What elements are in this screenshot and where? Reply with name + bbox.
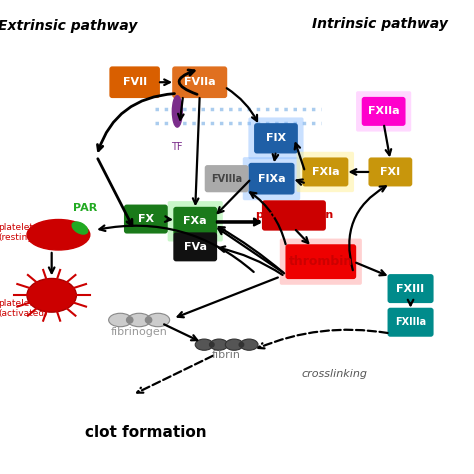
Text: FXIIIa: FXIIIa bbox=[395, 317, 426, 327]
FancyBboxPatch shape bbox=[110, 67, 159, 97]
Ellipse shape bbox=[210, 339, 228, 350]
FancyBboxPatch shape bbox=[125, 206, 167, 233]
Text: platelet
(resting): platelet (resting) bbox=[0, 223, 36, 242]
Ellipse shape bbox=[146, 317, 152, 323]
Ellipse shape bbox=[27, 279, 76, 312]
FancyBboxPatch shape bbox=[363, 98, 404, 125]
FancyBboxPatch shape bbox=[286, 246, 355, 278]
FancyBboxPatch shape bbox=[370, 158, 411, 185]
FancyBboxPatch shape bbox=[263, 201, 325, 229]
Text: crosslinking: crosslinking bbox=[301, 369, 367, 379]
FancyBboxPatch shape bbox=[206, 166, 247, 191]
FancyBboxPatch shape bbox=[243, 157, 300, 200]
FancyBboxPatch shape bbox=[248, 118, 303, 159]
Text: prothrombin: prothrombin bbox=[255, 210, 333, 220]
Text: FXIIa: FXIIa bbox=[368, 106, 400, 117]
Ellipse shape bbox=[239, 342, 244, 347]
FancyBboxPatch shape bbox=[297, 152, 354, 192]
Text: clot formation: clot formation bbox=[85, 425, 207, 440]
Ellipse shape bbox=[27, 219, 90, 250]
Text: fibrinogen: fibrinogen bbox=[111, 327, 168, 337]
Text: fibrin: fibrin bbox=[212, 350, 241, 360]
Text: PAR: PAR bbox=[73, 203, 98, 213]
Text: Extrinsic pathway: Extrinsic pathway bbox=[0, 19, 137, 33]
FancyBboxPatch shape bbox=[168, 201, 223, 241]
Text: FVa: FVa bbox=[184, 242, 207, 252]
Text: FVIIa: FVIIa bbox=[184, 77, 216, 87]
Text: FVIIIa: FVIIIa bbox=[211, 173, 242, 184]
Text: FXI: FXI bbox=[380, 167, 401, 177]
FancyBboxPatch shape bbox=[255, 124, 297, 153]
FancyBboxPatch shape bbox=[174, 233, 216, 260]
Text: FXa: FXa bbox=[183, 216, 207, 226]
Ellipse shape bbox=[128, 313, 151, 327]
FancyBboxPatch shape bbox=[356, 91, 411, 132]
Text: FXIII: FXIII bbox=[396, 283, 425, 293]
Ellipse shape bbox=[195, 339, 213, 350]
FancyBboxPatch shape bbox=[303, 158, 347, 185]
Text: FVII: FVII bbox=[123, 77, 147, 87]
FancyBboxPatch shape bbox=[249, 164, 293, 193]
Ellipse shape bbox=[146, 313, 170, 327]
Ellipse shape bbox=[127, 317, 133, 323]
Text: FXIa: FXIa bbox=[311, 167, 339, 177]
Text: Intrinsic pathway: Intrinsic pathway bbox=[312, 17, 448, 31]
Text: FX: FX bbox=[138, 214, 154, 224]
FancyBboxPatch shape bbox=[174, 208, 216, 235]
Ellipse shape bbox=[225, 339, 243, 350]
Text: thrombin: thrombin bbox=[289, 255, 353, 268]
Ellipse shape bbox=[240, 339, 258, 350]
FancyBboxPatch shape bbox=[389, 309, 433, 336]
Ellipse shape bbox=[210, 342, 214, 347]
Ellipse shape bbox=[173, 96, 182, 127]
FancyBboxPatch shape bbox=[280, 238, 362, 285]
Ellipse shape bbox=[72, 222, 88, 234]
Ellipse shape bbox=[109, 313, 132, 327]
Text: FIX: FIX bbox=[266, 133, 286, 143]
Text: FIXa: FIXa bbox=[258, 173, 285, 184]
Text: platelet
(activated): platelet (activated) bbox=[0, 299, 47, 319]
Text: TF: TF bbox=[172, 142, 183, 152]
FancyBboxPatch shape bbox=[389, 275, 433, 302]
FancyBboxPatch shape bbox=[173, 67, 226, 97]
